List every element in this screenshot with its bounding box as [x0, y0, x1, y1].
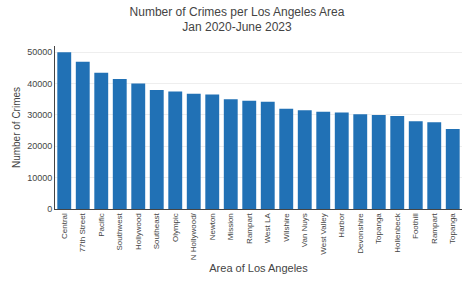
- svg-text:Foothill: Foothill: [411, 213, 420, 239]
- svg-text:N Hollywood/: N Hollywood/: [189, 212, 198, 260]
- svg-text:40000: 40000: [27, 79, 52, 89]
- svg-text:Hollywood: Hollywood: [134, 213, 143, 250]
- svg-text:Mission: Mission: [226, 213, 235, 240]
- svg-text:Hollenbeck: Hollenbeck: [393, 212, 402, 253]
- svg-text:Topanga: Topanga: [374, 213, 383, 244]
- svg-text:Number of Crimes per Los Angel: Number of Crimes per Los Angeles AreaJan…: [130, 5, 345, 35]
- svg-text:Devonshire: Devonshire: [356, 213, 365, 254]
- svg-text:Area of Los Angeles: Area of Los Angeles: [209, 262, 308, 274]
- svg-text:20000: 20000: [27, 141, 52, 151]
- svg-text:West LA: West LA: [263, 213, 272, 244]
- svg-text:Topanga: Topanga: [448, 213, 457, 244]
- svg-text:Olympic: Olympic: [171, 213, 180, 242]
- svg-text:Newton: Newton: [208, 213, 217, 240]
- svg-text:West Valley: West Valley: [319, 213, 328, 255]
- svg-text:Rampart: Rampart: [245, 212, 254, 243]
- svg-text:30000: 30000: [27, 110, 52, 120]
- svg-text:77th Street: 77th Street: [78, 212, 87, 252]
- svg-text:10000: 10000: [27, 173, 52, 183]
- svg-text:Central: Central: [60, 213, 69, 239]
- svg-text:50000: 50000: [27, 47, 52, 57]
- svg-text:Harbor: Harbor: [337, 213, 346, 238]
- svg-text:Wilshire: Wilshire: [282, 213, 291, 242]
- svg-text:Pacific: Pacific: [97, 213, 106, 237]
- svg-text:Number of Crimes: Number of Crimes: [11, 87, 22, 168]
- svg-text:Van Nuys: Van Nuys: [300, 213, 309, 247]
- svg-text:Southeast: Southeast: [152, 212, 161, 249]
- svg-text:Southwest: Southwest: [115, 212, 124, 250]
- svg-text:Rampart: Rampart: [430, 212, 439, 243]
- svg-text:0: 0: [47, 204, 52, 214]
